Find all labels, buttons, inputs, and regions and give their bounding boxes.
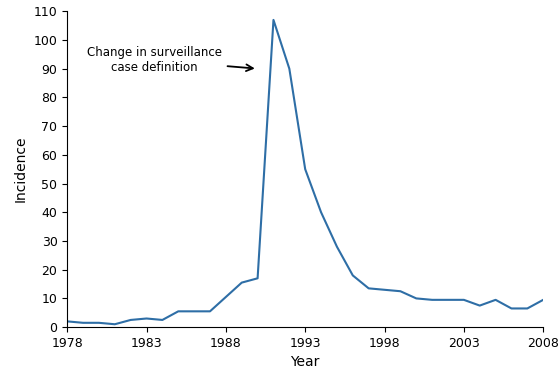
Text: Change in surveillance
case definition: Change in surveillance case definition xyxy=(87,46,253,74)
Y-axis label: Incidence: Incidence xyxy=(14,136,28,202)
X-axis label: Year: Year xyxy=(291,355,320,369)
